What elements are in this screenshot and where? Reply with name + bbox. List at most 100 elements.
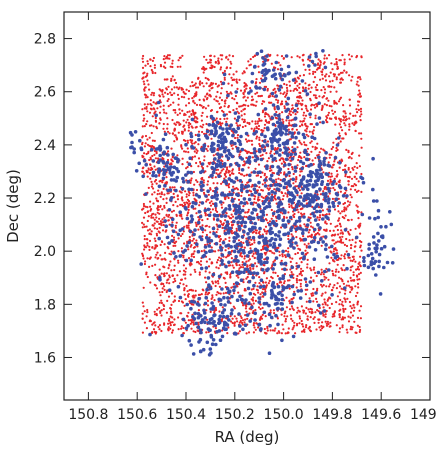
blue-point xyxy=(229,245,233,249)
red-point xyxy=(330,62,333,65)
blue-point xyxy=(362,259,366,264)
blue-point xyxy=(238,294,242,299)
red-point xyxy=(238,78,241,81)
red-point xyxy=(360,113,363,116)
red-point xyxy=(182,332,185,335)
red-point xyxy=(231,97,234,100)
red-point xyxy=(299,285,302,288)
red-point xyxy=(163,204,166,208)
red-point xyxy=(182,254,185,257)
red-point xyxy=(229,173,232,176)
red-point xyxy=(279,178,282,181)
blue-point xyxy=(367,247,371,251)
red-point xyxy=(232,292,236,295)
blue-point xyxy=(214,187,219,191)
red-point xyxy=(167,329,170,332)
blue-point xyxy=(211,170,216,174)
red-point xyxy=(153,222,156,225)
red-point xyxy=(159,294,162,297)
red-point xyxy=(307,135,310,138)
red-point xyxy=(171,234,174,237)
blue-point xyxy=(225,323,230,327)
red-point xyxy=(331,79,334,82)
blue-point xyxy=(220,310,225,315)
red-point xyxy=(239,266,243,269)
blue-point xyxy=(220,259,224,263)
red-point xyxy=(341,326,344,329)
red-point xyxy=(309,53,312,56)
red-point xyxy=(225,96,228,99)
red-point xyxy=(287,331,290,334)
red-point xyxy=(231,317,234,320)
blue-point xyxy=(285,139,290,143)
red-point xyxy=(232,282,235,286)
red-point xyxy=(230,62,233,65)
blue-point xyxy=(315,209,319,214)
blue-point xyxy=(248,291,253,296)
red-point xyxy=(216,100,219,103)
red-point xyxy=(267,157,270,160)
red-point xyxy=(161,290,164,294)
red-point xyxy=(160,329,163,333)
red-point xyxy=(162,308,165,311)
red-point xyxy=(161,240,164,244)
blue-point xyxy=(221,210,225,215)
red-point xyxy=(144,134,148,138)
red-point xyxy=(184,267,188,270)
red-point xyxy=(312,129,315,132)
blue-point xyxy=(269,295,274,300)
blue-point xyxy=(178,228,182,233)
red-point xyxy=(310,123,313,126)
red-point xyxy=(265,152,268,155)
red-point xyxy=(334,248,337,251)
red-point xyxy=(210,109,213,112)
red-point xyxy=(219,171,222,174)
red-point xyxy=(227,106,230,109)
red-point xyxy=(159,243,162,246)
blue-point xyxy=(218,314,222,319)
blue-point xyxy=(207,213,212,217)
blue-point xyxy=(234,130,238,134)
blue-point xyxy=(229,140,234,145)
red-point xyxy=(328,156,331,159)
blue-point xyxy=(220,334,225,339)
blue-point xyxy=(291,236,295,241)
red-point xyxy=(218,106,221,110)
red-point xyxy=(185,88,188,91)
red-point xyxy=(153,153,156,156)
red-point xyxy=(227,326,230,329)
red-point xyxy=(230,84,233,87)
blue-point xyxy=(236,149,240,153)
red-point xyxy=(273,252,276,255)
blue-point xyxy=(189,214,194,218)
red-point xyxy=(188,202,192,205)
red-point xyxy=(192,112,195,115)
blue-point xyxy=(223,303,227,307)
blue-point xyxy=(222,162,227,167)
red-point xyxy=(174,200,177,203)
red-point xyxy=(312,80,315,83)
red-point xyxy=(146,308,149,312)
red-point xyxy=(237,291,240,294)
red-point xyxy=(208,258,211,261)
blue-point xyxy=(374,273,378,277)
blue-point xyxy=(275,120,280,125)
blue-point xyxy=(172,178,176,182)
red-point xyxy=(199,160,202,164)
red-point xyxy=(332,73,335,76)
red-point xyxy=(342,241,345,244)
red-point xyxy=(227,186,231,189)
red-point xyxy=(220,203,223,206)
red-point xyxy=(272,309,275,312)
blue-point xyxy=(270,132,275,136)
blue-point xyxy=(302,135,307,140)
red-point xyxy=(354,294,358,298)
red-point xyxy=(330,153,333,156)
red-point xyxy=(331,233,334,237)
red-point xyxy=(282,194,285,197)
blue-point xyxy=(375,199,379,203)
red-point xyxy=(299,120,302,123)
red-point xyxy=(320,324,323,328)
red-point xyxy=(244,124,247,128)
red-point xyxy=(183,201,186,204)
